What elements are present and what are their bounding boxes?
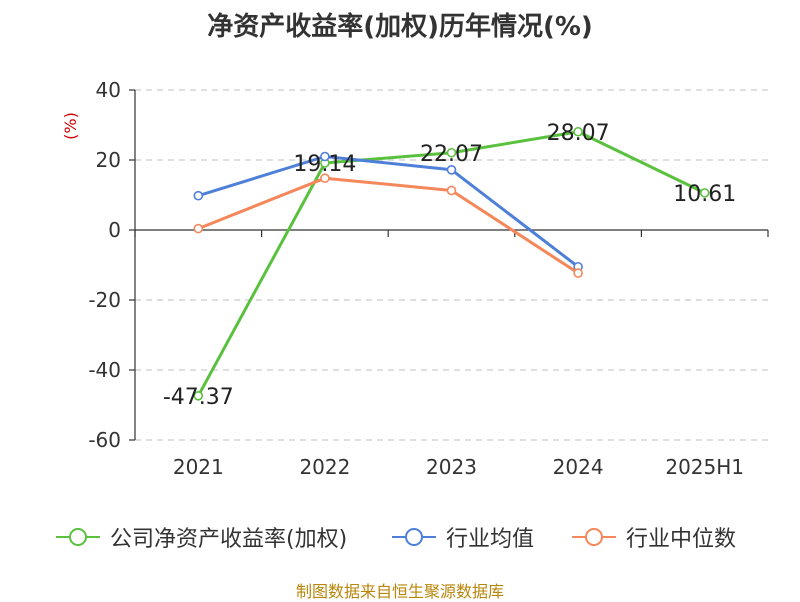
data-label: 28.07 [547,121,610,146]
y-tick-label: 40 [96,78,121,102]
series-line [197,155,580,268]
data-point [320,173,330,183]
legend-marker-icon [392,528,436,546]
data-point [446,147,457,158]
data-label: -47.37 [163,385,234,410]
y-axis-label: (%) [61,112,80,140]
data-labels: -47.37 19.14 22.07 28.07 10.61 [163,121,736,410]
data-label: 19.14 [293,152,356,177]
y-tick-label: -40 [88,358,121,382]
x-tick-label: 2021 [173,455,224,479]
data-point [699,188,710,198]
y-tick-label: -60 [88,428,121,452]
data-label: 22.07 [420,142,483,167]
legend: 公司净资产收益率(加权) 行业均值 行业中位数 [0,522,800,552]
legend-item-industry-median[interactable]: 行业中位数 [570,522,736,552]
y-tick-label: -20 [88,288,121,312]
data-point [573,126,583,137]
legend-marker-icon [56,528,100,546]
legend-label: 公司净资产收益率(加权) [110,527,348,552]
legend-label: 行业均值 [446,527,535,552]
data-point [446,165,457,175]
x-tick-label: 2023 [426,455,477,479]
data-point [320,151,330,162]
series-line [197,176,579,275]
data-point [193,390,204,401]
data-point [446,185,457,196]
x-tick-label: 2025H1 [665,455,744,479]
chart-title: 净资产收益率(加权)历年情况(%) [207,12,593,42]
y-tick-label: 0 [108,218,121,242]
series-lines [193,126,710,401]
legend-label: 行业中位数 [626,527,737,552]
legend-item-company[interactable]: 公司净资产收益率(加权) [54,522,347,552]
x-tick-label: 2022 [299,455,350,479]
legend-item-industry-mean[interactable]: 行业均值 [390,522,534,552]
data-label: 10.61 [673,182,736,207]
y-tick-label: 20 [96,148,121,172]
data-point [573,268,583,278]
data-point [193,223,204,234]
axes: 40 20 0 -20 -40 -60 2021 2022 2023 2024 2025H1 [88,78,769,479]
data-source-note: 制图数据来自恒生聚源数据库 [295,582,504,601]
x-tick-label: 2024 [553,455,604,479]
data-point [193,190,204,201]
legend-marker-icon [572,528,616,546]
